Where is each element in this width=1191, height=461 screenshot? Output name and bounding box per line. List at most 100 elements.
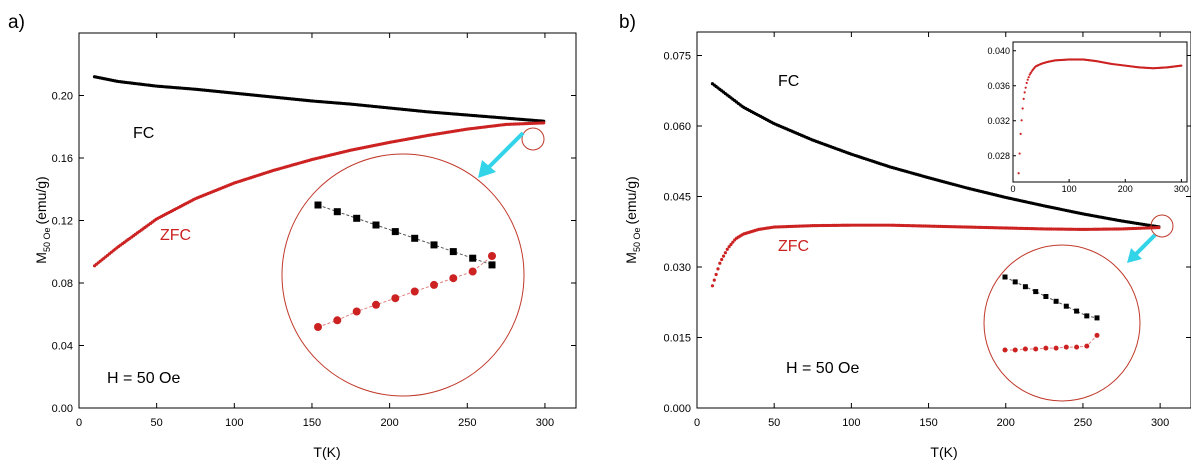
zoom-circle-b <box>983 244 1141 402</box>
zoom-zfc-point <box>1053 345 1059 351</box>
y-axis-label-sub-a: 50 Oe <box>42 228 52 253</box>
y-axis-label-main-a: M <box>33 252 49 264</box>
zoom-arrow-shaft-b <box>1133 233 1157 257</box>
x-tick-label: 0 <box>76 417 82 429</box>
zoom-zfc-point <box>449 274 458 283</box>
zoom-fc-point <box>1012 279 1018 285</box>
zoom-fc-point <box>488 261 496 269</box>
zoom-fc-point <box>1084 313 1090 319</box>
inset-x-tick-label: 200 <box>1118 184 1133 194</box>
inset-data-point <box>1025 81 1028 85</box>
inset-data-point <box>1026 78 1029 81</box>
data-series-b <box>710 82 1161 288</box>
inset-data-point <box>1029 71 1032 75</box>
x-tick-label: 100 <box>225 417 243 429</box>
x-tick-label: 150 <box>919 417 937 429</box>
zoom-fc-point <box>1063 303 1069 309</box>
x-tick-label: 50 <box>768 417 780 429</box>
zoom-fc-point <box>372 221 380 229</box>
inset-data-point <box>1018 152 1021 155</box>
inset-data-point <box>1028 73 1031 76</box>
y-axis-label-a: M50 Oe (emu/g) <box>33 176 52 263</box>
zoom-fc-point <box>314 201 322 209</box>
panel-label-b: b) <box>619 12 636 33</box>
data-point-zfc <box>720 257 724 262</box>
inset-plot: 0 100 200 300 0.028 0.032 0.036 0.040 <box>987 41 1189 194</box>
data-series-a <box>92 75 546 268</box>
y-tick-label: 0.16 <box>52 153 73 165</box>
y-tick-label: 0.000 <box>663 403 691 415</box>
data-point-zfc <box>731 240 735 244</box>
zoom-zfc-point <box>1063 344 1069 350</box>
panel-label-a: a) <box>8 12 25 33</box>
data-point-zfc <box>712 278 716 282</box>
inset-y-tick-label: 0.040 <box>987 46 1010 56</box>
inset-frame <box>1012 41 1188 183</box>
data-point-zfc <box>716 267 720 271</box>
y-tick-label: 0.08 <box>52 278 73 290</box>
inset-y-tick-label: 0.036 <box>987 81 1010 91</box>
zoom-fc-point <box>430 241 438 249</box>
x-tick-label: 300 <box>536 417 554 429</box>
data-point-zfc <box>710 284 715 288</box>
inset-x-tick-label: 100 <box>1062 184 1077 194</box>
zoom-zfc-point <box>1022 346 1028 352</box>
zoom-zfc-point <box>1084 343 1090 349</box>
fc-label-a: FC <box>133 125 154 142</box>
data-point-zfc <box>727 245 731 249</box>
zoom-zfc-point <box>372 300 380 309</box>
x-axis-label-a: T(K) <box>313 444 340 460</box>
data-point-zfc <box>725 247 729 251</box>
zoom-detail-a <box>314 201 496 331</box>
data-point-zfc <box>1157 225 1161 230</box>
data-point-zfc <box>714 272 718 277</box>
zfc-label-a: ZFC <box>160 227 191 244</box>
zoom-zfc-line <box>1005 335 1098 351</box>
zoom-zfc-point <box>488 252 496 260</box>
zoom-fc-point <box>333 208 341 216</box>
data-point-zfc <box>723 251 728 255</box>
zoom-fc-point <box>1074 308 1080 314</box>
inset-data-point <box>1021 107 1024 110</box>
inset-data-point <box>1022 97 1025 100</box>
inset-data-point <box>1023 91 1026 94</box>
zoom-circle-a <box>281 153 525 397</box>
zoom-zfc-point <box>314 323 322 331</box>
inset-x-tick-label: 0 <box>1010 184 1015 194</box>
inset-data-point <box>1019 132 1022 135</box>
x-tick-label: 50 <box>151 417 163 429</box>
inset-data-point <box>1180 64 1183 67</box>
y-tick-label: 0.04 <box>52 341 73 353</box>
plot-frame-b <box>696 31 1191 409</box>
y-axis-label-sub-b: 50 Oe <box>632 228 642 253</box>
inset-y-tick-label: 0.032 <box>987 116 1010 126</box>
x-tick-label: 200 <box>997 417 1015 429</box>
x-tick-label: 150 <box>303 417 321 429</box>
zfc-label-b: ZFC <box>778 238 809 255</box>
x-axis-label-b: T(K) <box>930 444 957 460</box>
zoom-zfc-point <box>1094 332 1100 338</box>
zoom-zfc-point <box>468 267 477 276</box>
zoom-zfc-point <box>1033 346 1039 352</box>
zoom-marker-a <box>521 127 545 151</box>
zoom-fc-point <box>1094 315 1100 321</box>
x-tick-label: 250 <box>458 417 476 429</box>
zoom-zfc-point <box>410 287 419 296</box>
zoom-fc-point <box>353 214 361 222</box>
zoom-zfc-point <box>1002 347 1008 353</box>
zoom-fc-point <box>1022 284 1028 290</box>
zoom-marker-b <box>1150 214 1174 238</box>
zoom-fc-point <box>1043 294 1049 299</box>
zoom-fc-point <box>469 254 477 262</box>
zoom-detail-b <box>1002 274 1100 353</box>
inset-data-point <box>1020 119 1023 122</box>
zoom-fc-point <box>1053 298 1059 304</box>
zoom-fc-point <box>391 228 399 236</box>
y-tick-label: 0.060 <box>663 121 691 133</box>
zoom-zfc-point <box>1074 344 1080 350</box>
x-tick-label: 200 <box>380 417 398 429</box>
y-tick-label: 0.20 <box>52 91 73 103</box>
inset-series <box>1017 58 1183 175</box>
y-tick-label: 0.045 <box>663 192 691 204</box>
data-point-zfc <box>718 261 722 265</box>
